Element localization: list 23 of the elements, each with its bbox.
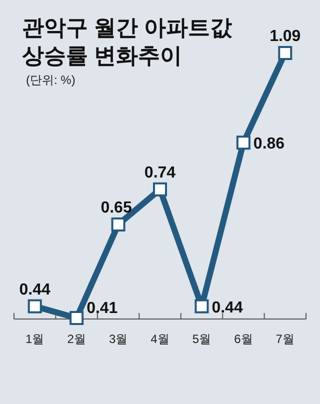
data-label: 0.41 [86,300,118,317]
data-label: 1.09 [270,28,301,45]
data-label: 0.44 [212,299,243,316]
point [278,46,292,60]
point [70,311,84,325]
point [111,217,126,232]
x-tick-label: 4월 [150,332,170,346]
chart-title: 관악구 월간 아파트값 상승률 변화추이 [22,14,234,70]
x-tick-label: 1월 [26,332,44,346]
point [194,299,209,314]
x-tick-label: 6월 [234,332,253,346]
data-label: 0.44 [19,281,51,298]
data-label: 0.74 [144,164,176,182]
data-label: 0.65 [100,199,132,216]
x-tick-label: 2월 [67,332,86,346]
x-tick-label: 5월 [192,332,212,346]
point [153,182,167,196]
x-tick-label: 7월 [276,332,294,346]
point [236,136,250,150]
x-tick-label: 3월 [108,332,128,346]
point [28,299,42,314]
data-label: 0.86 [253,136,285,153]
text: (단위: %) [26,72,76,89]
